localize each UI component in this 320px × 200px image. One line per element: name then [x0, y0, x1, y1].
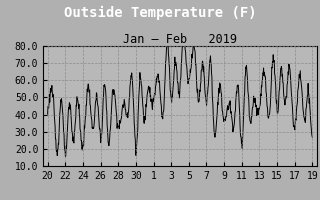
Text: Outside Temperature (F): Outside Temperature (F) [64, 6, 256, 20]
Title: Jan – Feb   2019: Jan – Feb 2019 [123, 33, 237, 46]
